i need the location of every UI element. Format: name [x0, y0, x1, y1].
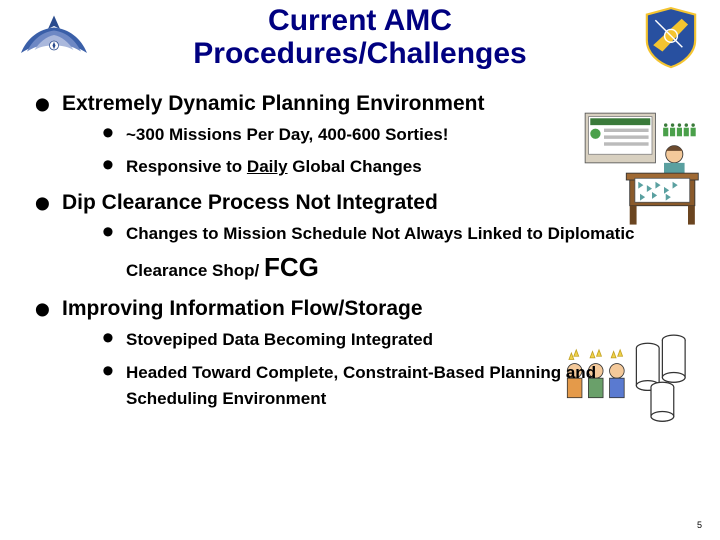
bullet-level1-text: Improving Information Flow/Storage	[62, 297, 423, 320]
bullet-level2-text: Headed Toward Complete, Constraint-Based…	[126, 363, 596, 408]
bullet-level1-text: Dip Clearance Process Not Integrated	[62, 191, 438, 214]
page-number: 5	[697, 520, 702, 530]
bullet-level2: Changes to Mission Schedule Not Always L…	[102, 221, 674, 288]
bullet-level2-text: Changes to Mission Schedule Not Always L…	[126, 224, 635, 280]
shield-emblem-icon	[636, 6, 706, 70]
bullet-level2: Headed Toward Complete, Constraint-Based…	[102, 360, 674, 413]
bullet-level2-text: Responsive to Daily Global Changes	[126, 157, 422, 176]
usaf-wings-icon	[14, 8, 94, 68]
slide-title: Current AMC Procedures/Challenges	[0, 0, 720, 70]
bullet-level2: Responsive to Daily Global Changes	[102, 154, 674, 180]
slide-body: Extremely Dynamic Planning Environment ~3…	[34, 92, 674, 422]
bullet-level1: Improving Information Flow/Storage Stovep…	[34, 297, 674, 412]
bullet-level2: ~300 Missions Per Day, 400-600 Sorties!	[102, 122, 674, 148]
bullet-level2-text: Stovepiped Data Becoming Integrated	[126, 330, 433, 349]
title-line-2: Procedures/Challenges	[193, 37, 526, 70]
underlined-word: Daily	[247, 157, 288, 176]
emphasized-acronym: FCG	[264, 252, 319, 282]
bullet-level1-text: Extremely Dynamic Planning Environment	[62, 92, 484, 115]
slide: Current AMC Procedures/Challenges	[0, 0, 720, 540]
bullet-level2: Stovepiped Data Becoming Integrated	[102, 327, 674, 353]
bullet-level1: Dip Clearance Process Not Integrated Chan…	[34, 191, 674, 288]
title-line-1: Current AMC	[268, 4, 452, 37]
bullet-level2-text: ~300 Missions Per Day, 400-600 Sorties!	[126, 125, 448, 144]
bullet-level1: Extremely Dynamic Planning Environment ~3…	[34, 92, 674, 181]
